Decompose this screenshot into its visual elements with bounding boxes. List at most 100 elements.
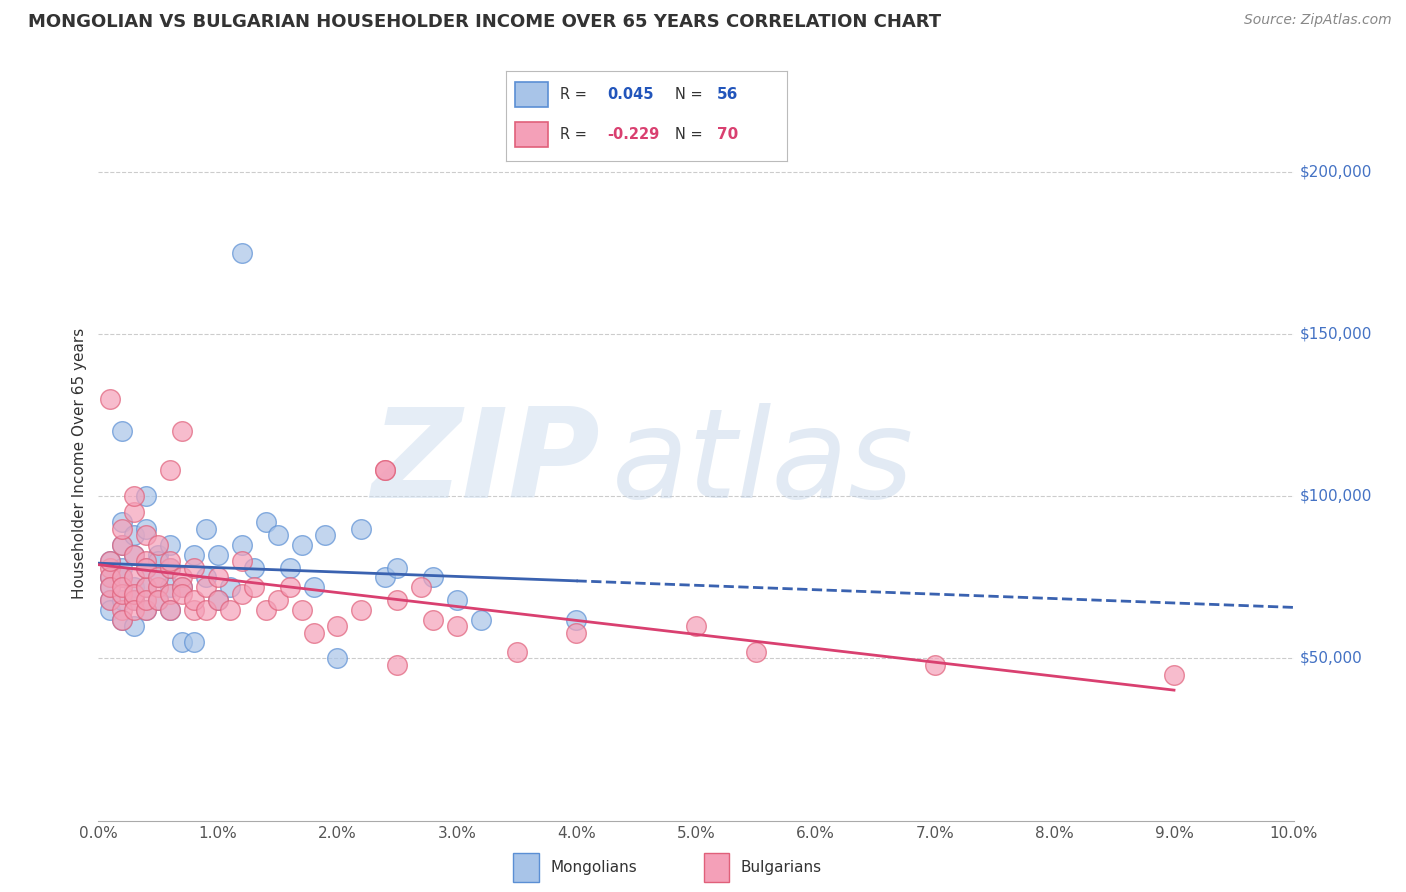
Point — [159, 603, 181, 617]
Point — [278, 580, 301, 594]
Point — [124, 619, 146, 633]
Point — [124, 548, 146, 562]
Point — [446, 619, 468, 633]
Text: 70: 70 — [717, 127, 738, 142]
Point — [183, 548, 205, 562]
Point — [446, 593, 468, 607]
Point — [172, 425, 194, 439]
Point — [183, 593, 205, 607]
Point — [422, 613, 444, 627]
Point — [254, 603, 277, 617]
Text: $150,000: $150,000 — [1299, 326, 1372, 342]
Text: 0.045: 0.045 — [607, 87, 654, 102]
Point — [207, 570, 229, 584]
Point — [111, 593, 134, 607]
Point — [219, 603, 242, 617]
Point — [207, 548, 229, 562]
Point — [111, 538, 134, 552]
Point — [172, 580, 194, 594]
Point — [745, 645, 768, 659]
Point — [194, 570, 218, 584]
Point — [124, 580, 146, 594]
Point — [124, 506, 146, 520]
Point — [267, 593, 290, 607]
Point — [159, 538, 181, 552]
FancyBboxPatch shape — [513, 854, 538, 881]
FancyBboxPatch shape — [515, 122, 548, 147]
Point — [172, 580, 194, 594]
Point — [172, 586, 194, 600]
Point — [148, 593, 170, 607]
Point — [124, 548, 146, 562]
Text: $200,000: $200,000 — [1299, 164, 1372, 179]
Point — [135, 554, 157, 568]
FancyBboxPatch shape — [703, 854, 730, 881]
Point — [207, 593, 229, 607]
Point — [385, 560, 409, 574]
Text: $50,000: $50,000 — [1299, 651, 1362, 666]
Text: N =: N = — [675, 87, 703, 102]
Point — [148, 593, 170, 607]
Point — [350, 522, 373, 536]
Point — [159, 580, 181, 594]
Point — [159, 554, 181, 568]
Point — [326, 651, 349, 665]
Point — [111, 613, 134, 627]
Point — [135, 593, 157, 607]
Point — [124, 586, 146, 600]
Point — [98, 593, 122, 607]
Point — [124, 593, 146, 607]
Point — [98, 580, 122, 594]
Point — [470, 613, 492, 627]
Point — [111, 522, 134, 536]
Point — [148, 570, 170, 584]
Point — [183, 603, 205, 617]
Point — [111, 425, 134, 439]
Point — [422, 570, 444, 584]
Point — [385, 657, 409, 672]
Point — [135, 580, 157, 594]
Point — [565, 613, 588, 627]
Point — [326, 619, 349, 633]
Point — [98, 580, 122, 594]
Point — [98, 392, 122, 406]
Point — [172, 570, 194, 584]
Point — [98, 570, 122, 584]
Point — [302, 580, 325, 594]
Point — [183, 635, 205, 649]
Point — [98, 554, 122, 568]
Y-axis label: Householder Income Over 65 years: Householder Income Over 65 years — [72, 328, 87, 599]
Point — [98, 554, 122, 568]
Point — [135, 522, 157, 536]
Point — [148, 538, 170, 552]
Point — [159, 603, 181, 617]
Point — [111, 570, 134, 584]
Point — [111, 560, 134, 574]
Point — [135, 603, 157, 617]
Point — [302, 625, 325, 640]
Point — [148, 548, 170, 562]
Point — [254, 515, 277, 529]
Point — [565, 625, 588, 640]
Point — [159, 463, 181, 477]
Point — [124, 570, 146, 584]
Point — [111, 570, 134, 584]
Point — [111, 538, 134, 552]
Text: MONGOLIAN VS BULGARIAN HOUSEHOLDER INCOME OVER 65 YEARS CORRELATION CHART: MONGOLIAN VS BULGARIAN HOUSEHOLDER INCOM… — [28, 13, 941, 31]
Point — [148, 554, 170, 568]
Point — [315, 528, 337, 542]
Point — [243, 580, 266, 594]
Point — [98, 570, 122, 584]
Point — [231, 554, 253, 568]
Point — [231, 538, 253, 552]
Point — [290, 603, 312, 617]
Point — [1163, 667, 1185, 681]
Point — [385, 593, 409, 607]
Point — [148, 570, 170, 584]
Point — [231, 246, 253, 260]
Point — [374, 463, 396, 477]
Point — [278, 560, 301, 574]
Point — [135, 528, 157, 542]
Point — [135, 560, 157, 574]
Point — [148, 580, 170, 594]
